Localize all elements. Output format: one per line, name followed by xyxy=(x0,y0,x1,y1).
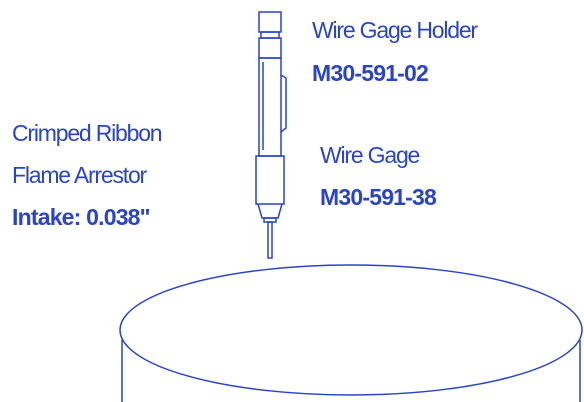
arrestor-line1: Crimped Ribbon xyxy=(12,120,162,146)
flame-arrestor xyxy=(119,264,583,402)
gage-part: M30-591-38 xyxy=(320,184,437,210)
holder-part: M30-591-02 xyxy=(312,60,428,86)
holder-name: Wire Gage Holder xyxy=(312,17,478,43)
arrestor-line3: Intake: 0.038" xyxy=(12,204,150,230)
arrestor-line2: Flame Arrestor xyxy=(12,162,148,188)
gage-name: Wire Gage xyxy=(320,142,420,168)
wire-gage-tool xyxy=(255,11,287,259)
